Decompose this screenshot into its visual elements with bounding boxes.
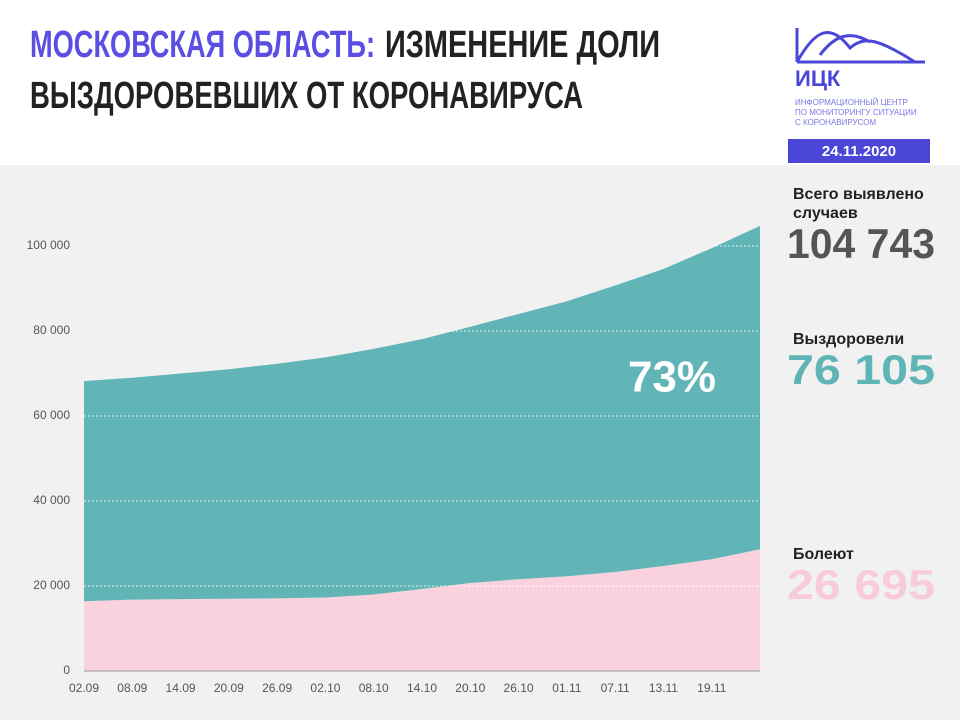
x-tick-label: 01.11: [552, 681, 581, 695]
y-tick-label: 100 000: [27, 238, 71, 252]
logo: [795, 28, 925, 64]
x-tick-label: 13.11: [649, 681, 678, 695]
date: 24.11.2020: [822, 143, 896, 160]
x-tick-label: 14.10: [407, 681, 437, 695]
logo-caption: ПО МОНИТОРИНГУ СИТУАЦИИ: [795, 108, 917, 117]
x-tick-label: 08.10: [359, 681, 389, 695]
stat-label: Болеют: [793, 546, 854, 563]
stat-label: Выздоровели: [793, 331, 904, 348]
title: ИЗМЕНЕНИЕ ДОЛИ: [385, 24, 660, 66]
x-tick-label: 26.09: [262, 681, 292, 695]
stat-value: 26 695: [787, 561, 935, 608]
area: [84, 225, 760, 602]
x-tick-label: 08.09: [117, 681, 147, 695]
title: ВЫЗДОРОВЕВШИХ ОТ КОРОНАВИРУСА: [30, 75, 583, 117]
logo-caption: ИНФОРМАЦИОННЫЙ ЦЕНТР: [795, 98, 908, 107]
logo-mark: [818, 34, 871, 56]
y-tick-label: 60 000: [33, 408, 70, 422]
logo-caption: С КОРОНАВИРУСОМ: [795, 118, 876, 127]
x-tick-label: 02.09: [69, 681, 99, 695]
x-tick-label: 02.10: [310, 681, 340, 695]
x-tick-label: 07.11: [601, 681, 630, 695]
y-tick-label: 0: [63, 663, 70, 677]
logo-mark: [795, 28, 925, 64]
stat-value: 76 105: [787, 346, 935, 393]
logo-text: ИЦК: [795, 66, 841, 91]
x-tick-label: 20.09: [214, 681, 244, 695]
stat-label: случаев: [793, 205, 858, 222]
y-tick-label: 40 000: [33, 493, 70, 507]
x-tick-label: 19.11: [697, 681, 726, 695]
y-tick-label: 20 000: [33, 578, 70, 592]
chart: 0 20 000 40 000 60 000 80 000 100 000 02.09 08.…: [27, 225, 760, 695]
area: [84, 549, 760, 671]
x-tick-label: 14.09: [166, 681, 196, 695]
title-highlight: МОСКОВСКАЯ ОБЛАСТЬ:: [30, 24, 375, 66]
x-tick-label: 26.10: [504, 681, 534, 695]
stat-value: 104 743: [787, 220, 935, 267]
annotation: 73%: [628, 353, 716, 402]
x-tick-label: 20.10: [455, 681, 485, 695]
date-box: [788, 139, 930, 163]
y-tick-label: 80 000: [33, 323, 70, 337]
stat-label: Всего выявлено: [793, 186, 924, 203]
